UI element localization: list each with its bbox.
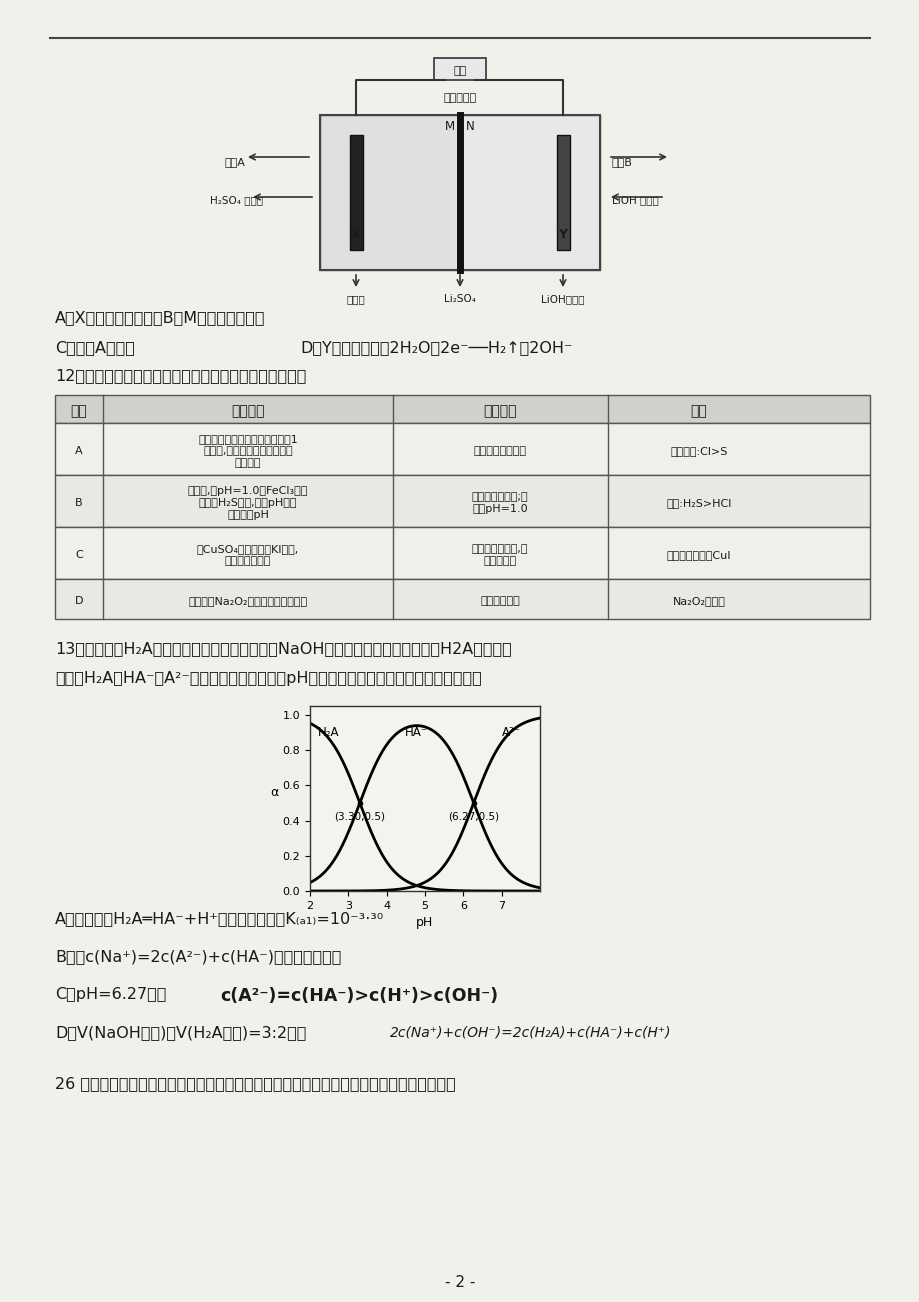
- Text: 电源: 电源: [453, 66, 466, 76]
- Bar: [55, 423, 869, 475]
- Text: B．当c(Na⁺)=2c(A²⁻)+c(HA⁻)时，溶液呈中性: B．当c(Na⁺)=2c(A²⁻)+c(HA⁻)时，溶液呈中性: [55, 949, 341, 963]
- Text: Y: Y: [558, 228, 567, 241]
- Text: H₂SO₄ 稀溶液: H₂SO₄ 稀溶液: [210, 195, 263, 204]
- Text: 12．下列根据实验操作和实验现象所得出的结论正确的是: 12．下列根据实验操作和实验现象所得出的结论正确的是: [55, 368, 306, 383]
- Text: (3.30,0.5): (3.30,0.5): [334, 811, 385, 822]
- Text: 产生淡黄色沉淀;溶
液的pH=1.0: 产生淡黄色沉淀;溶 液的pH=1.0: [471, 492, 528, 514]
- Text: D．V(NaOH溶液)：V(H₂A溶液)=3:2时，: D．V(NaOH溶液)：V(H₂A溶液)=3:2时，: [55, 1025, 306, 1040]
- Text: 产生无色气体: 产生无色气体: [480, 596, 519, 605]
- Text: 向久置的Na₂O₂粉末中滴加过量盐酸: 向久置的Na₂O₂粉末中滴加过量盐酸: [188, 596, 307, 605]
- Text: 酸性:H₂S>HCl: 酸性:H₂S>HCl: [665, 497, 731, 508]
- Text: 向CuSO₄溶液中加入KI溶液,
再加入淀粉溶液: 向CuSO₄溶液中加入KI溶液, 再加入淀粉溶液: [197, 544, 299, 566]
- Text: c(A²⁻)=c(HA⁻)>c(H⁺)>c(OH⁻): c(A²⁻)=c(HA⁻)>c(H⁺)>c(OH⁻): [220, 987, 497, 1005]
- Text: 白色沉淀可能为CuI: 白色沉淀可能为CuI: [666, 549, 731, 560]
- Bar: [460, 115, 599, 270]
- Text: 试管中有胶状生成: 试管中有胶状生成: [473, 447, 526, 456]
- Text: 选项: 选项: [71, 404, 87, 418]
- Text: Na₂O₂已变质: Na₂O₂已变质: [672, 596, 725, 605]
- Text: (6.27,0.5): (6.27,0.5): [448, 811, 499, 822]
- Text: C: C: [75, 549, 83, 560]
- Text: 气体B: 气体B: [611, 158, 632, 167]
- Bar: [55, 579, 869, 618]
- X-axis label: pH: pH: [416, 917, 433, 930]
- Text: - 2 -: - 2 -: [444, 1275, 475, 1290]
- Text: 13．常温下，H₂A是一种易溶于水的二元酸，将NaOH溶液滴入等物质的量浓度的H2A溶液中，: 13．常温下，H₂A是一种易溶于水的二元酸，将NaOH溶液滴入等物质的量浓度的H…: [55, 641, 511, 656]
- Text: M: M: [445, 121, 455, 134]
- Text: 26 硫酰氯可用作有机化学的氯化剂，在制取药物和染料时也有重要作用，其部分性质如下表: 26 硫酰氯可用作有机化学的氯化剂，在制取药物和染料时也有重要作用，其部分性质如…: [55, 1075, 455, 1091]
- Text: A．X电极连接电源正极B．M为阳离子交换膜: A．X电极连接电源正极B．M为阳离子交换膜: [55, 310, 266, 326]
- Bar: [55, 475, 869, 527]
- Text: 常温下,向pH=1.0的FeCl₃溶液
中通入H₂S气体,再用pH计测
量溶液的pH: 常温下,向pH=1.0的FeCl₃溶液 中通入H₂S气体,再用pH计测 量溶液的…: [187, 487, 308, 519]
- Bar: [349, 135, 363, 250]
- Text: D．Y电极反应式为2H₂O＋2e⁻──H₂↑＋2OH⁻: D．Y电极反应式为2H₂O＋2e⁻──H₂↑＋2OH⁻: [300, 340, 572, 355]
- Bar: [434, 59, 485, 79]
- Text: A²⁻: A²⁻: [501, 727, 520, 740]
- Text: LiOH 稀溶液: LiOH 稀溶液: [611, 195, 658, 204]
- Text: B: B: [75, 497, 83, 508]
- Text: 实验操作: 实验操作: [231, 404, 265, 418]
- Text: A．常温下，H₂A═HA⁻+H⁺的电力平衡常数K₍ₐ₁₎=10⁻³·³⁰: A．常温下，H₂A═HA⁻+H⁺的电力平衡常数K₍ₐ₁₎=10⁻³·³⁰: [55, 911, 384, 926]
- Text: C．pH=6.27时，: C．pH=6.27时，: [55, 987, 166, 1003]
- Bar: [55, 527, 869, 579]
- Bar: [55, 395, 869, 423]
- Bar: [320, 115, 460, 270]
- Text: HA⁻: HA⁻: [404, 727, 427, 740]
- Text: 气体A: 气体A: [225, 158, 245, 167]
- Text: 溶液中H₂A、HA⁻、A²⁻的物质的量分数随溶液pH的变化关系如图所示。下列说法错误的是: 溶液中H₂A、HA⁻、A²⁻的物质的量分数随溶液pH的变化关系如图所示。下列说法…: [55, 671, 482, 686]
- Text: 结论: 结论: [690, 404, 707, 418]
- Text: 2c(Na⁺)+c(OH⁻)=2c(H₂A)+c(HA⁻)+c(H⁺): 2c(Na⁺)+c(OH⁻)=2c(H₂A)+c(HA⁻)+c(H⁺): [390, 1025, 671, 1039]
- Text: C．气体A为氧气: C．气体A为氧气: [55, 340, 135, 355]
- Text: 有白色沉淀生成,淀
粉显紫红色: 有白色沉淀生成,淀 粉显紫红色: [471, 544, 528, 566]
- Text: N: N: [465, 121, 474, 134]
- Bar: [556, 135, 570, 250]
- Text: X: X: [351, 228, 360, 241]
- Text: 离子交换膜: 离子交换膜: [443, 92, 476, 103]
- Text: 非金属性:Cl>S: 非金属性:Cl>S: [670, 447, 727, 456]
- Bar: [320, 115, 599, 270]
- Text: H₂A: H₂A: [317, 727, 339, 740]
- Text: LiOH稀溶液: LiOH稀溶液: [540, 294, 584, 303]
- Text: A: A: [75, 447, 83, 456]
- Text: D: D: [74, 596, 83, 605]
- Text: 稀硫酸: 稀硫酸: [346, 294, 365, 303]
- Text: 实验现象: 实验现象: [482, 404, 516, 418]
- Text: Li₂SO₄: Li₂SO₄: [444, 294, 475, 303]
- Text: 向盛有硅酸钠溶液的试管中滴加1
滴酸酚,然后逐滴加入稀盐酸至
红色褪去: 向盛有硅酸钠溶液的试管中滴加1 滴酸酚,然后逐滴加入稀盐酸至 红色褪去: [198, 435, 298, 467]
- Y-axis label: α: α: [270, 785, 278, 798]
